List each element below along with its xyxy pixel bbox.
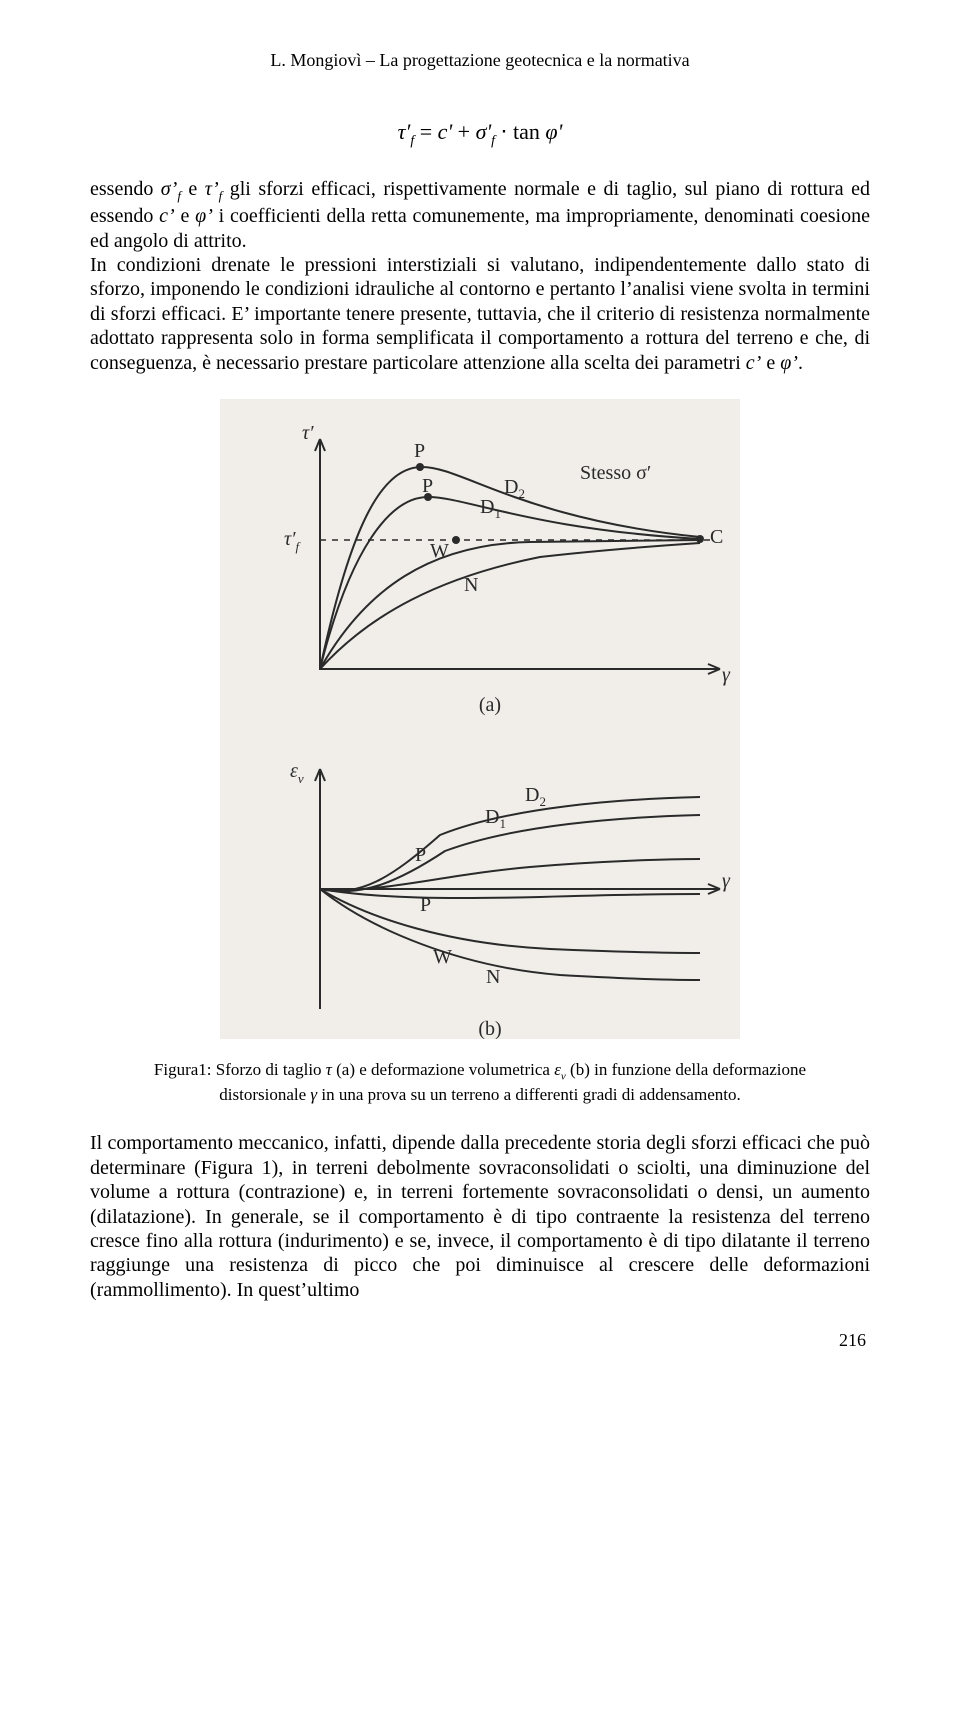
svg-text:P: P <box>420 894 431 916</box>
axis-label-gamma-a: γ <box>722 664 731 686</box>
paragraph-1: essendo σ’f e τ’f gli sforzi efficaci, r… <box>90 177 870 375</box>
svg-text:C: C <box>710 526 723 548</box>
equation: τ′f = c' + σ'f ⋅ tan φ' <box>90 119 870 149</box>
legend-same-sigma: Stesso σ′ <box>580 462 651 484</box>
running-head: L. Mongiovì – La progettazione geotecnic… <box>90 50 870 71</box>
svg-text:P: P <box>414 440 425 462</box>
svg-text:W: W <box>430 540 449 562</box>
figure-1: τ′ γ τ′f P P D1 D2 W N C Stesso σ′ (a) <box>220 399 740 1039</box>
page-number: 216 <box>90 1330 870 1351</box>
svg-text:P: P <box>422 475 433 497</box>
svg-text:N: N <box>464 574 478 596</box>
svg-text:P: P <box>415 844 426 866</box>
axis-label-tau: τ′ <box>302 422 314 444</box>
axis-label-gamma-b: γ <box>722 870 731 892</box>
paragraph-2: Il comportamento meccanico, infatti, dip… <box>90 1131 870 1302</box>
figure-1-caption: Figura1: Sforzo di taglio τ (a) e deform… <box>114 1059 846 1105</box>
panel-a-label: (a) <box>479 694 501 716</box>
svg-text:W: W <box>433 946 452 968</box>
svg-text:N: N <box>486 966 500 988</box>
panel-b-label: (b) <box>478 1018 501 1039</box>
